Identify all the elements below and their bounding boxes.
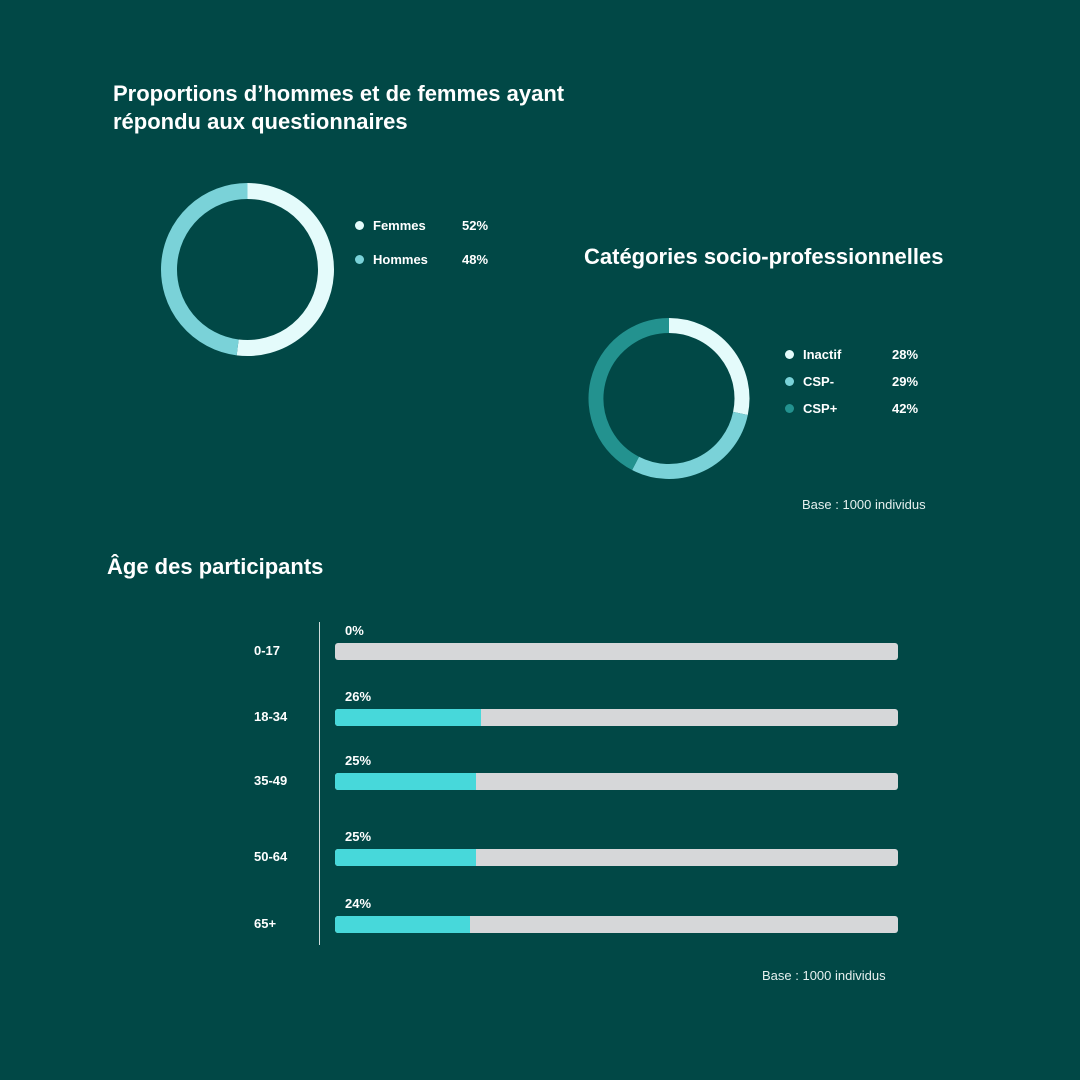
- gender-legend-label: Hommes: [373, 252, 428, 267]
- csp-legend-dot: [785, 350, 794, 359]
- gender-slice-femmes: [236, 183, 334, 356]
- age-bar-row: 35-49 25%: [240, 753, 920, 805]
- csp-slice-inactif: [668, 318, 750, 415]
- age-value-label: 0%: [345, 623, 364, 638]
- age-bar-track: [335, 916, 898, 933]
- age-axis-line: [319, 622, 320, 945]
- csp-legend-label: Inactif: [803, 347, 842, 362]
- age-chart-title: Âge des participants: [107, 554, 324, 579]
- age-value-label: 25%: [345, 753, 372, 768]
- age-bar-row: 65+ 24%: [240, 896, 920, 948]
- csp-legend: Inactif 28% CSP- 29% CSP+ 42%: [785, 347, 935, 427]
- age-bar-track: [335, 773, 898, 790]
- age-bar-track: [335, 849, 898, 866]
- gender-legend-value: 48%: [462, 252, 489, 267]
- gender-legend-dot: [355, 221, 364, 230]
- gender-slice-hommes: [161, 183, 248, 356]
- age-category-label: 65+: [254, 916, 277, 931]
- csp-legend-label: CSP+: [803, 401, 838, 416]
- age-bar-track: [335, 709, 898, 726]
- csp-legend-dot: [785, 377, 794, 386]
- csp-legend-dot: [785, 404, 794, 413]
- csp-base-note: Base : 1000 individus: [802, 497, 926, 512]
- age-bar-row: 18-34 26%: [240, 689, 920, 741]
- age-category-label: 18-34: [254, 709, 288, 724]
- age-bar-fill: [335, 773, 476, 790]
- age-bar-track: [335, 643, 898, 660]
- csp-legend-value: 42%: [892, 401, 919, 416]
- age-value-label: 24%: [345, 896, 372, 911]
- age-bar-fill: [335, 849, 476, 866]
- csp-legend-item: CSP+ 42%: [785, 401, 918, 416]
- csp-legend-value: 29%: [892, 374, 919, 389]
- csp-legend-value: 28%: [892, 347, 919, 362]
- age-bar-row: 0-17 0%: [240, 623, 920, 675]
- gender-legend-dot: [355, 255, 364, 264]
- age-category-label: 35-49: [254, 773, 288, 788]
- age-value-label: 25%: [345, 829, 372, 844]
- gender-legend-value: 52%: [462, 218, 489, 233]
- gender-legend-label: Femmes: [373, 218, 426, 233]
- age-base-note: Base : 1000 individus: [762, 968, 886, 983]
- csp-slice-cspplus: [588, 318, 670, 471]
- gender-legend-item: Femmes 52%: [355, 218, 488, 233]
- csp-donut-chart: [588, 318, 750, 479]
- gender-legend: Femmes 52% Hommes 48%: [355, 218, 515, 278]
- age-bar-row: 50-64 25%: [240, 829, 920, 881]
- gender-donut-chart: [161, 183, 334, 356]
- csp-legend-label: CSP-: [803, 374, 835, 389]
- age-category-label: 50-64: [254, 849, 288, 864]
- age-category-label: 0-17: [254, 643, 281, 658]
- age-bar-chart: 0-17 0% 18-34 26% 35-49 25% 50-64 25% 65+ 24%: [240, 610, 920, 960]
- gender-chart-title: Proportions d’hommes et de femmes ayant …: [113, 81, 565, 134]
- age-value-label: 26%: [345, 689, 372, 704]
- age-bar-fill: [335, 709, 482, 726]
- csp-legend-item: Inactif 28%: [785, 347, 918, 362]
- age-bar-fill: [335, 916, 471, 933]
- csp-slice-cspminus: [632, 411, 748, 479]
- gender-legend-item: Hommes 48%: [355, 252, 488, 267]
- csp-legend-item: CSP- 29%: [785, 374, 918, 389]
- csp-chart-title: Catégories socio-professionnelles: [584, 244, 944, 269]
